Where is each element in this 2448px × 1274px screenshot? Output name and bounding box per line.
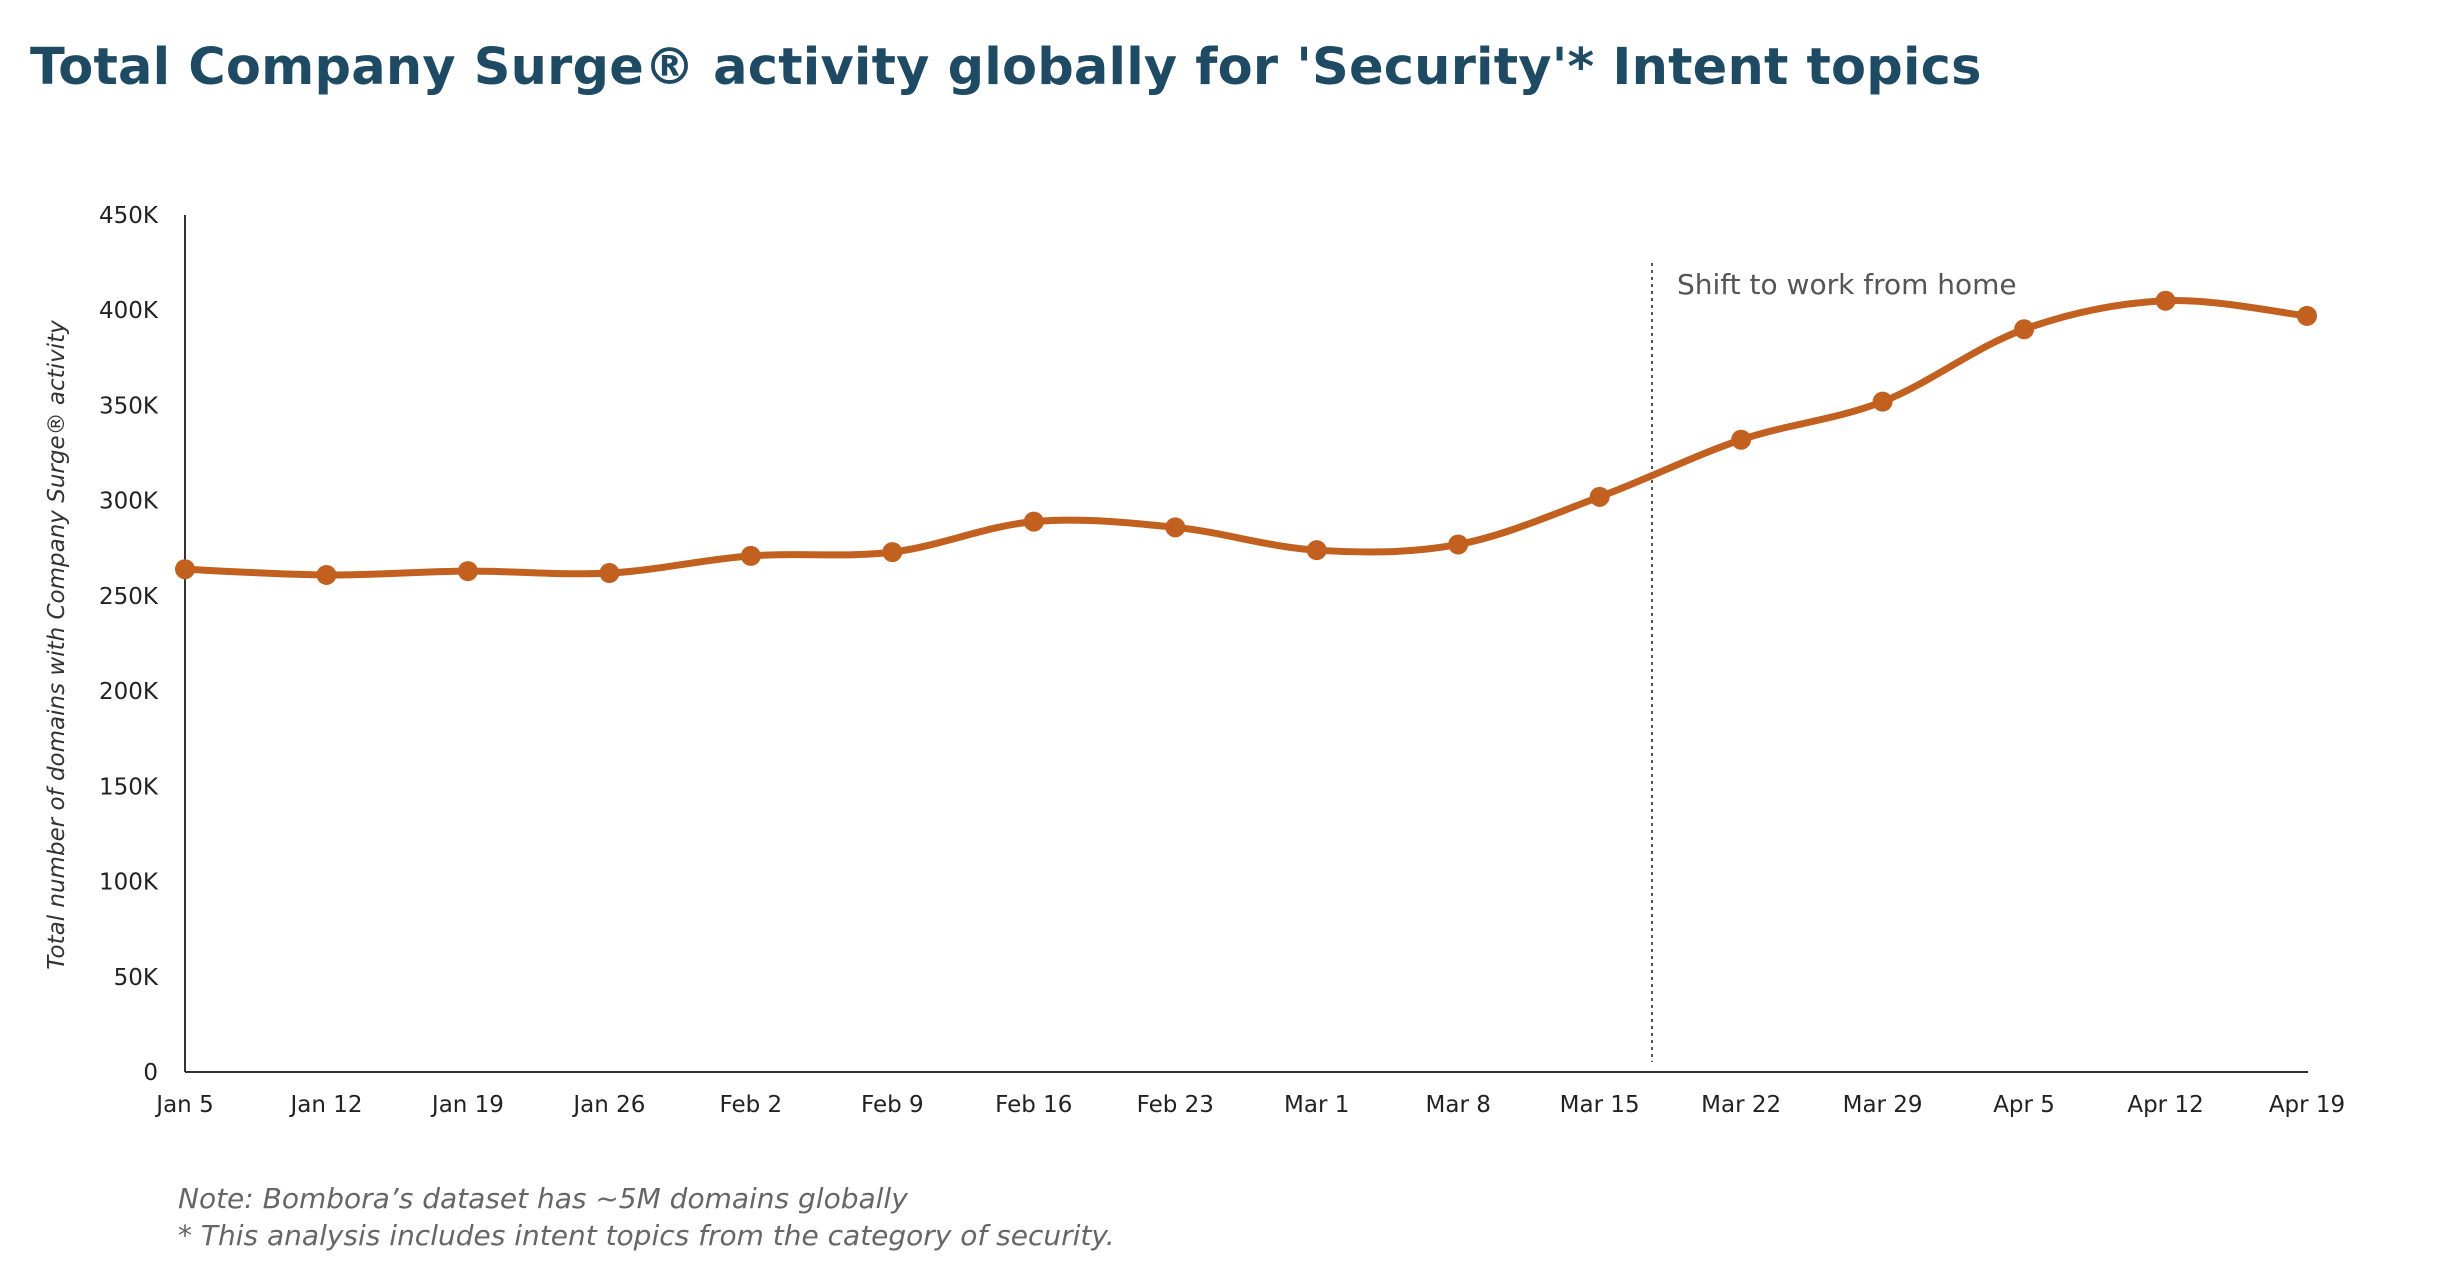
x-tick-label: Mar 1 xyxy=(1284,1092,1349,1118)
data-point xyxy=(1448,534,1469,555)
x-tick-label: Mar 29 xyxy=(1843,1092,1923,1118)
x-tick-label: Jan 12 xyxy=(288,1092,362,1118)
x-tick-label: Feb 2 xyxy=(720,1092,783,1118)
data-point xyxy=(882,542,903,563)
data-point xyxy=(175,559,195,580)
y-axis-label: Total number of domains with Company Sur… xyxy=(44,320,70,970)
data-point xyxy=(1306,540,1327,561)
data-point xyxy=(1589,486,1610,507)
x-tick-label: Mar 8 xyxy=(1426,1092,1491,1118)
y-tick-label: 250K xyxy=(99,584,159,610)
x-tick-label: Apr 12 xyxy=(2127,1092,2203,1118)
x-tick-label: Jan 19 xyxy=(430,1092,504,1118)
x-tick-label: Mar 15 xyxy=(1560,1092,1640,1118)
x-tick-label: Mar 22 xyxy=(1701,1092,1781,1118)
data-point xyxy=(2014,319,2035,340)
data-point xyxy=(1731,429,1752,450)
series-line xyxy=(181,296,2311,579)
y-tick-label: 0 xyxy=(143,1060,158,1086)
y-tick-label: 150K xyxy=(99,774,159,800)
footnote-analysis: * This analysis includes intent topics f… xyxy=(178,1219,1115,1252)
x-tick-label: Apr 5 xyxy=(1993,1092,2055,1118)
y-tick-label: 350K xyxy=(99,393,159,419)
data-point xyxy=(599,563,620,584)
footnotes: Note: Bombora’s dataset has ~5M domains … xyxy=(178,1180,1115,1254)
y-tick-label: 100K xyxy=(99,870,159,896)
data-point xyxy=(1165,517,1186,538)
y-tick-label: 50K xyxy=(114,965,159,991)
data-point xyxy=(457,561,478,582)
y-tick-label: 400K xyxy=(99,298,159,324)
chart-title: Total Company Surge® activity globally f… xyxy=(30,38,1982,97)
x-tick-label: Feb 9 xyxy=(861,1092,924,1118)
y-tick-label: 450K xyxy=(99,203,159,229)
annotation-label: Shift to work from home xyxy=(1677,268,2017,301)
data-point xyxy=(1023,511,1044,532)
data-point xyxy=(316,564,337,585)
footnote-dataset: Note: Bombora’s dataset has ~5M domains … xyxy=(178,1182,908,1215)
data-point xyxy=(740,545,761,566)
x-tick-label: Apr 19 xyxy=(2269,1092,2345,1118)
x-tick-label: Feb 16 xyxy=(995,1092,1072,1118)
data-point xyxy=(1872,391,1893,412)
data-point xyxy=(2297,305,2317,326)
x-tick-label: Jan 5 xyxy=(154,1092,213,1118)
y-tick-label: 300K xyxy=(99,489,159,515)
data-point xyxy=(2155,290,2176,311)
x-tick-label: Feb 23 xyxy=(1137,1092,1214,1118)
y-tick-label: 200K xyxy=(99,679,159,705)
x-tick-label: Jan 26 xyxy=(571,1092,645,1118)
